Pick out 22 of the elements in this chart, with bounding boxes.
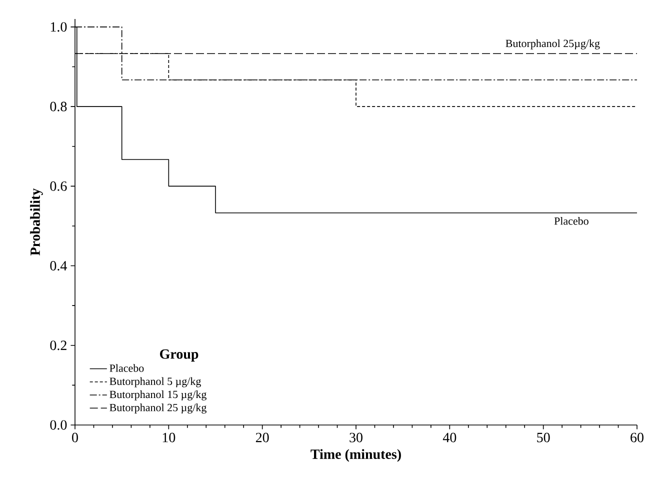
y-tick-label: 0.8 bbox=[50, 102, 67, 112]
x-tick-label: 40 bbox=[442, 432, 456, 442]
annotation: Butorphanol 25µg/kg bbox=[506, 39, 600, 50]
y-tick-label: 1.0 bbox=[50, 22, 67, 32]
x-tick-label: 50 bbox=[537, 432, 550, 442]
legend-label: Butorphanol 15 µg/kg bbox=[110, 390, 206, 400]
y-tick-label: 0.6 bbox=[50, 181, 67, 191]
x-tick-label: 60 bbox=[630, 432, 644, 442]
legend-label: Placebo bbox=[110, 364, 144, 372]
x-tick-label: 30 bbox=[350, 432, 362, 442]
legend-label: Butorphanol 5 µg/kg bbox=[110, 377, 201, 388]
x-tick-label: 0 bbox=[72, 432, 78, 442]
legend-title: Group bbox=[160, 349, 198, 362]
y-tick-label: 0.2 bbox=[50, 340, 66, 350]
x-tick-label: 20 bbox=[256, 432, 269, 442]
y-axis-title: Probability bbox=[30, 188, 43, 256]
y-tick-label: 0.4 bbox=[50, 261, 67, 271]
annotation: Placebo bbox=[554, 217, 588, 225]
legend-label: Butorphanol 25 µg/kg bbox=[110, 404, 206, 414]
x-tick-label: 10 bbox=[162, 432, 176, 442]
y-tick-label: 0.0 bbox=[50, 420, 67, 430]
x-axis-title: Time (minutes) bbox=[310, 449, 401, 462]
